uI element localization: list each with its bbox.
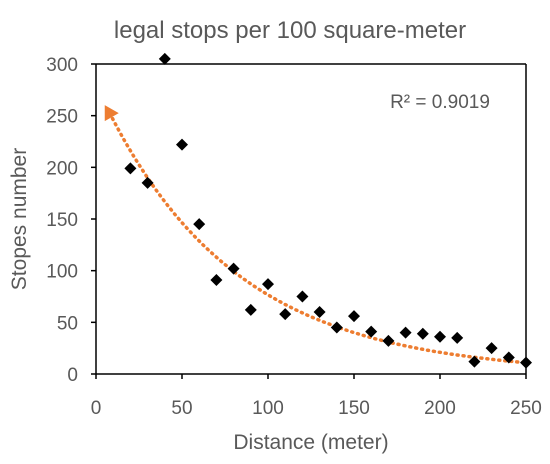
data-point — [365, 325, 378, 338]
x-tick-label: 150 — [338, 398, 370, 419]
data-point — [434, 330, 446, 343]
r-squared-annotation: R² = 0.9019 — [390, 92, 490, 113]
data-point — [244, 303, 257, 316]
data-point — [451, 331, 464, 344]
y-tick-label: 0 — [67, 365, 78, 386]
y-tick-label: 300 — [46, 55, 78, 76]
data-point — [193, 218, 206, 231]
chart-title: legal stops per 100 square-meter — [114, 17, 466, 44]
data-point — [502, 351, 515, 364]
x-axis-title: Distance (meter) — [233, 431, 388, 454]
data-point — [313, 306, 326, 318]
y-tick-label: 150 — [46, 210, 78, 231]
data-point — [416, 327, 429, 340]
trendline-layer — [104, 105, 528, 365]
x-tick-label: 200 — [424, 398, 456, 419]
data-point — [262, 278, 274, 291]
y-tick-label: 100 — [46, 262, 78, 283]
data-point — [210, 273, 223, 286]
data-point — [348, 310, 360, 323]
data-point — [141, 176, 154, 189]
data-point — [399, 326, 412, 339]
y-tick-label: 250 — [46, 107, 78, 128]
data-point — [382, 334, 395, 347]
data-point — [330, 321, 343, 334]
y-axis-title: Stopes number — [8, 148, 31, 290]
data-point — [468, 355, 481, 368]
data-point — [158, 52, 171, 65]
data-point — [485, 342, 498, 355]
trendline-start-marker — [104, 105, 119, 122]
x-tick-label: 250 — [510, 398, 542, 419]
trendline — [108, 111, 528, 365]
tick-labels: 0 50 100 150 200 250 0 50 100 150 200 250 300 — [46, 55, 542, 419]
data-point — [124, 162, 137, 175]
data-point — [227, 262, 240, 275]
data-point — [176, 138, 188, 151]
y-tick-label: 50 — [57, 313, 78, 334]
x-tick-label: 100 — [252, 398, 284, 419]
x-tick-label: 0 — [91, 398, 102, 419]
y-tick-label: 200 — [46, 158, 78, 179]
x-tick-label: 50 — [171, 398, 192, 419]
data-point — [279, 308, 292, 321]
data-point — [296, 290, 309, 303]
